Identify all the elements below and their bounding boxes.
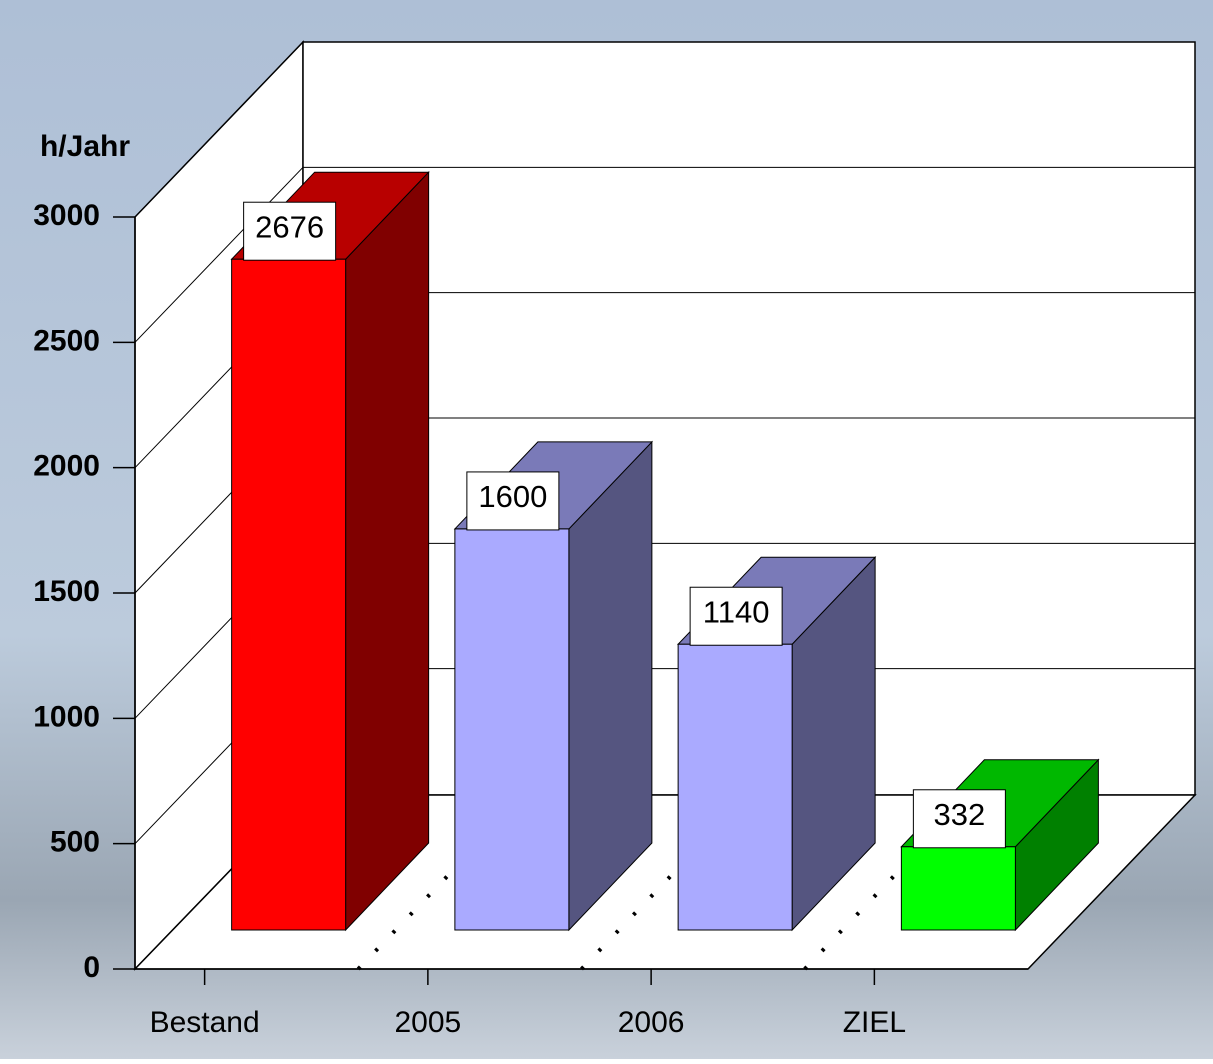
x-tick-label: 2006 bbox=[618, 1006, 685, 1039]
y-tick-label: 1500 bbox=[33, 575, 100, 608]
chart: h/Jahr 0 500 1000 1500 2000 2500 3000 2676 Besta… bbox=[0, 0, 1213, 1059]
value-label: 1600 bbox=[478, 479, 547, 514]
bar bbox=[678, 644, 792, 930]
x-tick-label: ZIEL bbox=[843, 1006, 906, 1039]
bar bbox=[455, 529, 569, 930]
value-label: 2676 bbox=[255, 209, 324, 244]
y-tick-label: 2500 bbox=[33, 324, 100, 357]
y-axis-label: h/Jahr bbox=[40, 130, 130, 163]
bar-side bbox=[346, 172, 429, 930]
y-tick-label: 2000 bbox=[33, 450, 100, 483]
x-tick-label: Bestand bbox=[150, 1006, 260, 1039]
bar bbox=[901, 847, 1015, 930]
value-label: 1140 bbox=[703, 594, 770, 629]
y-tick-label: 0 bbox=[83, 951, 100, 984]
y-tick-label: 3000 bbox=[33, 199, 100, 232]
value-label: 332 bbox=[934, 797, 986, 832]
y-tick-label: 1000 bbox=[33, 700, 100, 733]
y-tick-label: 500 bbox=[50, 826, 100, 859]
bar bbox=[232, 259, 346, 930]
x-tick-label: 2005 bbox=[395, 1006, 462, 1039]
